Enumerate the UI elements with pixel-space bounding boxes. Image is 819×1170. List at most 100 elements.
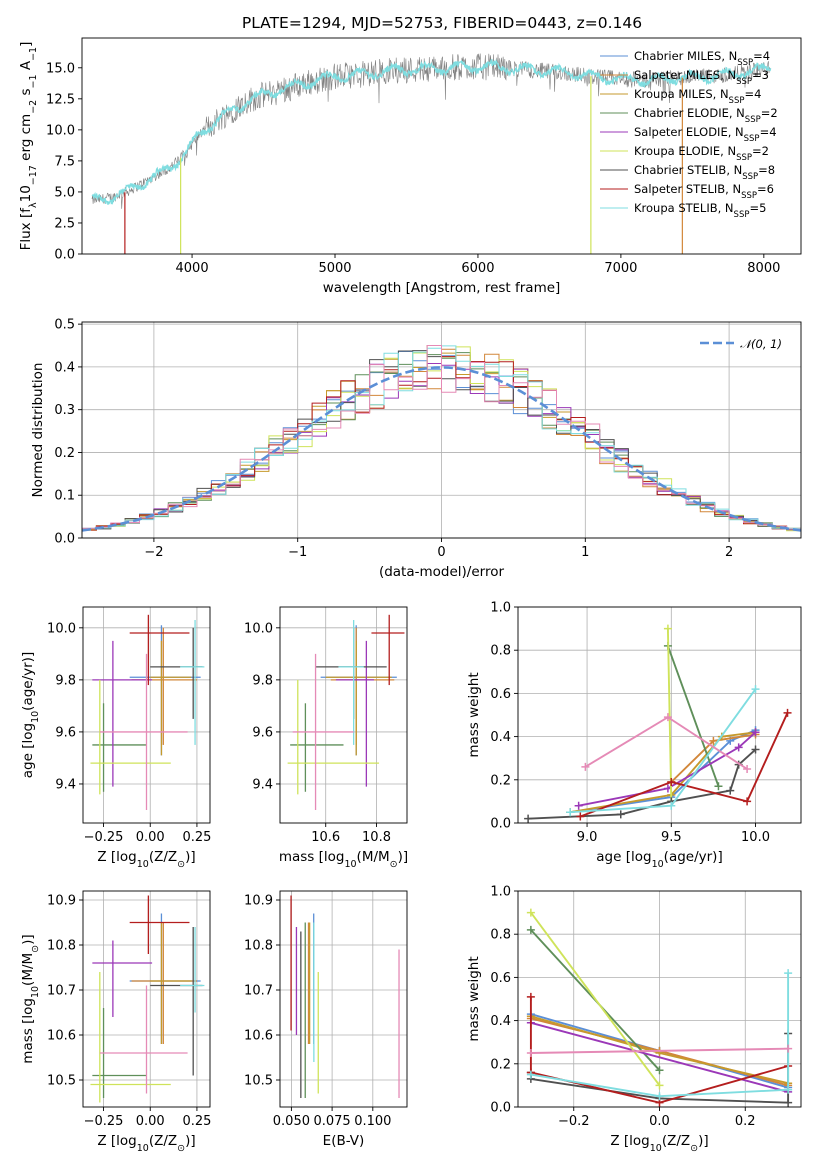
series-pink <box>581 713 752 773</box>
y-tick-label: 0.2 <box>490 1057 511 1072</box>
errorbar-kroupa-stelib <box>180 927 205 1013</box>
x-tick-label: 2 <box>725 545 733 560</box>
axes-frame <box>82 606 211 824</box>
point-marker <box>784 969 793 978</box>
y-axis-label-part: mass [log <box>20 998 36 1064</box>
point-marker <box>526 908 535 917</box>
x-tick-label: 1 <box>581 545 589 560</box>
y-axis-label-part: A <box>18 60 34 74</box>
legend-sub: SSP <box>736 153 752 163</box>
x-tick-label: 0.25 <box>182 1114 211 1129</box>
y-tick-label: 10.8 <box>244 939 273 954</box>
x-tick-label: 0.00 <box>136 830 165 845</box>
series-line <box>528 748 757 820</box>
plot-area <box>90 614 205 810</box>
axes: 9.0 9.5 10.0 0.0 0.2 0.4 0.6 0.8 1.0 age [log10(a… <box>466 601 802 870</box>
legend-entry-salpeter-elodie: Salpeter ELODIE, NSSP=4 <box>634 125 777 144</box>
legend-sub: SSP <box>734 210 750 220</box>
y-tick-label: 0.3 <box>54 403 75 418</box>
y-axis-label-part: 10 <box>18 185 34 202</box>
panel-weight-vs-age: 9.0 9.5 10.0 0.0 0.2 0.4 0.6 0.8 1.0 age [log10(a… <box>466 601 802 870</box>
figure-title: PLATE=1294, MJD=52753, FIBERID=0443, z=0… <box>242 14 642 32</box>
y-tick-label: 0.8 <box>490 928 511 943</box>
y-tick-label: 9.8 <box>252 673 273 688</box>
plot-area <box>91 53 772 254</box>
point-marker <box>566 808 575 817</box>
y-tick-label: 9.8 <box>55 673 76 688</box>
y-axis-label-part: ⊙ <box>30 945 41 953</box>
y-tick-label: 9.4 <box>252 777 273 792</box>
x-axis-label: E(B-V) <box>323 1133 365 1149</box>
x-tick-label: −2 <box>144 545 163 560</box>
series-line <box>570 729 756 814</box>
x-tick-label: 9.5 <box>661 830 682 845</box>
x-axis-label-part: (Z/Z <box>662 1133 690 1149</box>
plot-area <box>82 345 801 533</box>
errorbar-salpeter-stelib <box>371 614 405 686</box>
point-marker <box>784 1098 793 1107</box>
errorbar-salpeter-elodie <box>92 940 153 1017</box>
point-marker <box>667 777 676 786</box>
x-axis-label-part: )] <box>698 1133 709 1149</box>
y-axis-label-part: 10 <box>30 986 41 998</box>
panel-spectrum: 4000 5000 6000 7000 8000 0.0 2.5 5.0 7.5 10.0 12.5… <box>18 37 802 296</box>
series-line <box>530 912 661 1086</box>
x-axis-label-part: (Z/Z <box>149 1133 177 1149</box>
point-marker <box>655 1066 664 1075</box>
x-tick-label: 10.6 <box>311 830 340 845</box>
y-tick-label: 0.4 <box>490 1014 511 1029</box>
y-tick-label: 10.7 <box>47 984 76 999</box>
x-axis-label: (data-model)/error <box>379 564 505 580</box>
x-tick-label: 0.00 <box>136 1114 165 1129</box>
point-marker <box>783 708 792 717</box>
errorbar-kroupa-miles <box>150 922 192 1044</box>
errorbar-pink <box>99 653 188 810</box>
plot-area <box>287 614 405 810</box>
legend-text: Kroupa MILES, N <box>634 87 729 101</box>
legend-text: Chabrier ELODIE, N <box>634 106 745 120</box>
x-tick-label: −0.25 <box>84 830 124 845</box>
legend-entry-kroupa-elodie: Kroupa ELODIE, NSSP=2 <box>634 144 769 163</box>
point-marker <box>709 736 718 745</box>
panel-age-vs-Z: −0.25 0.00 0.259.49.69.810.0Z [log10(Z/Z⊙)… <box>20 606 211 870</box>
y-tick-label: 0.6 <box>490 971 511 986</box>
y-tick-label: 9.4 <box>55 777 76 792</box>
plot-area <box>290 895 400 1098</box>
point-marker <box>667 801 676 810</box>
legend-sub: SSP <box>745 115 761 125</box>
plot-area <box>524 624 792 823</box>
panel-age-vs-mass: 10.6 10.8 9.4 9.6 9.8 10.0 mass [log10(M/M⊙)] <box>244 606 408 870</box>
legend-tail: =6 <box>757 182 774 196</box>
errorbar-salpeter-elodie <box>335 640 374 787</box>
y-tick-label: 5.0 <box>54 185 75 200</box>
y-tick-label: 9.6 <box>55 725 76 740</box>
legend-text: Chabrier MILES, N <box>634 49 737 63</box>
x-tick-label: 4000 <box>176 261 209 276</box>
errorbar-chabrier-miles <box>129 913 201 1044</box>
point-marker <box>526 925 535 934</box>
axes-frame <box>81 37 802 255</box>
errorbar-kroupa-stelib <box>338 620 364 745</box>
legend-text: Salpeter STELIB, N <box>634 182 741 196</box>
grid <box>518 890 801 1108</box>
series-line <box>584 716 748 770</box>
point-marker <box>524 814 533 823</box>
x-axis-label: age [log10(age/yr)] <box>596 849 722 870</box>
series-line <box>666 628 673 802</box>
y-axis-label-part: 10 <box>30 711 41 723</box>
y-tick-label: 10.7 <box>244 984 273 999</box>
y-tick-label: 0.0 <box>54 532 75 547</box>
legend-tail: =8 <box>758 163 775 177</box>
axes-frame <box>279 890 408 1108</box>
x-tick-label: 0.075 <box>313 1114 350 1129</box>
y-axis-label-part: Flux [f <box>18 207 34 251</box>
y-tick-label: 10.0 <box>47 621 76 636</box>
point-marker <box>751 728 760 737</box>
x-axis-label-part: 10 <box>137 859 149 870</box>
y-tick-label: 10.9 <box>47 894 76 909</box>
y-axis-label: mass weight <box>466 672 482 757</box>
y-tick-label: 10.5 <box>244 1074 273 1089</box>
point-marker <box>663 713 672 722</box>
